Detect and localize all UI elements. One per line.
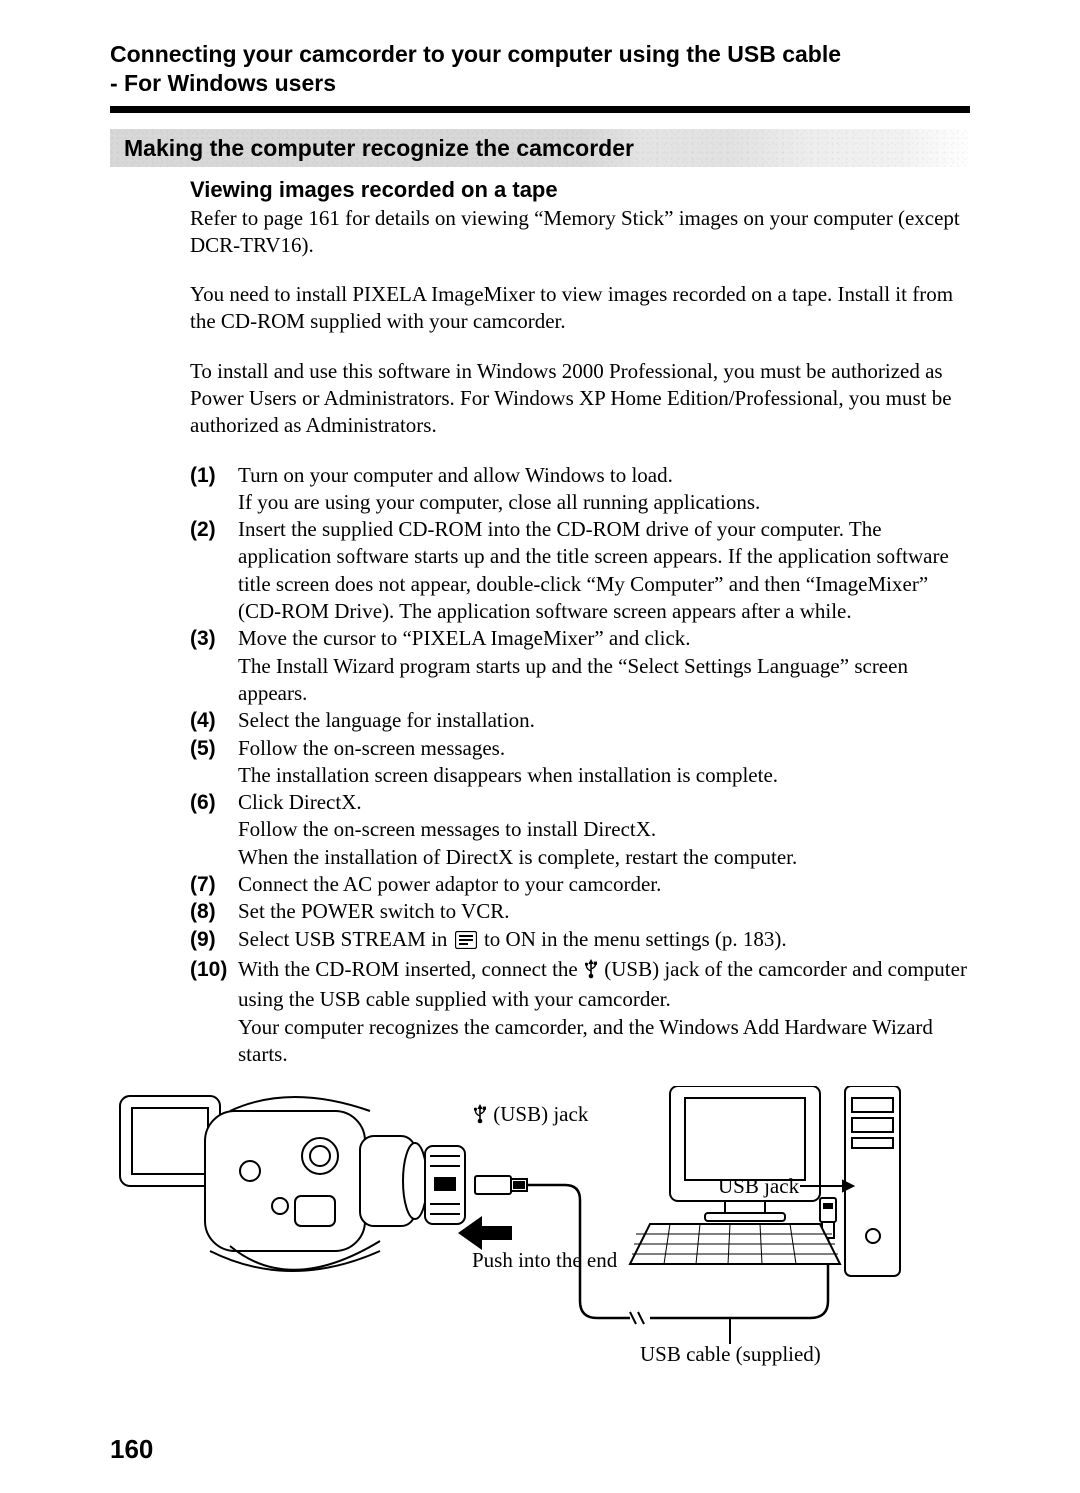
step-number: (4)	[190, 707, 238, 734]
manual-page: Connecting your camcorder to your comput…	[0, 0, 1080, 1493]
step-text: Move the cursor to “PIXELA ImageMixer” a…	[238, 625, 970, 707]
step-text: Select the language for installation.	[238, 707, 970, 734]
step-number: (8)	[190, 898, 238, 925]
label-usb-jack-pc: USB jack	[718, 1174, 799, 1199]
step-4: (4) Select the language for installation…	[190, 707, 970, 734]
step-text: Follow the on-screen messages.The instal…	[238, 735, 970, 790]
label-usb-jack-cam: (USB) jack	[472, 1102, 588, 1130]
step-5: (5) Follow the on-screen messages.The in…	[190, 735, 970, 790]
step-number: (9)	[190, 926, 238, 953]
page-number: 160	[110, 1434, 153, 1465]
connection-figure: (USB) jack Push into the end USB jack US…	[110, 1086, 970, 1366]
step-2: (2) Insert the supplied CD-ROM into the …	[190, 516, 970, 625]
step-6: (6) Click DirectX.Follow the on-screen m…	[190, 789, 970, 871]
step-list: (1) Turn on your computer and allow Wind…	[190, 462, 970, 1069]
step-number: (5)	[190, 735, 238, 762]
label-push-end: Push into the end	[472, 1248, 617, 1273]
push-arrow-icon	[458, 1216, 512, 1250]
section-body: Viewing images recorded on a tape Refer …	[190, 177, 970, 1069]
intro-paragraph-3: To install and use this software in Wind…	[190, 358, 970, 440]
step-text: Turn on your computer and allow Windows …	[238, 462, 970, 517]
step-3: (3) Move the cursor to “PIXELA ImageMixe…	[190, 625, 970, 707]
label-text: (USB) jack	[493, 1102, 588, 1126]
step-number: (6)	[190, 789, 238, 816]
step-text: Click DirectX.Follow the on-screen messa…	[238, 789, 970, 871]
title-line-2: - For Windows users	[110, 70, 336, 96]
title-line-1: Connecting your camcorder to your comput…	[110, 41, 841, 67]
step-text-post: to ON in the menu settings (p. 183).	[484, 927, 787, 951]
step-text: Connect the AC power adaptor to your cam…	[238, 871, 970, 898]
step-text: Set the POWER switch to VCR.	[238, 898, 970, 925]
usb-trident-icon	[585, 959, 597, 986]
step-10: (10) With the CD-ROM inserted, connect t…	[190, 956, 970, 1068]
usb-plug-camcorder-icon	[475, 1176, 527, 1194]
page-title: Connecting your camcorder to your comput…	[110, 40, 970, 98]
step-number: (2)	[190, 516, 238, 543]
intro-paragraph-1: Refer to page 161 for details on viewing…	[190, 205, 970, 260]
step-8: (8) Set the POWER switch to VCR.	[190, 898, 970, 925]
step-9: (9) Select USB STREAM in to ON in the me…	[190, 926, 970, 956]
setup-menu-icon	[455, 929, 477, 956]
sub-heading: Viewing images recorded on a tape	[190, 177, 970, 203]
step-text: Select USB STREAM in to ON in the menu s…	[238, 926, 970, 956]
section-banner: Making the computer recognize the camcor…	[110, 129, 970, 167]
step-number: (1)	[190, 462, 238, 489]
banner-label: Making the computer recognize the camcor…	[110, 129, 970, 167]
step-number: (3)	[190, 625, 238, 652]
label-cable: USB cable (supplied)	[640, 1342, 821, 1367]
step-7: (7) Connect the AC power adaptor to your…	[190, 871, 970, 898]
horizontal-rule	[110, 106, 970, 113]
intro-paragraph-2: You need to install PIXELA ImageMixer to…	[190, 281, 970, 336]
step-text: With the CD-ROM inserted, connect the	[238, 956, 970, 1068]
step-number: (10)	[190, 956, 238, 983]
step-text: Insert the supplied CD-ROM into the CD-R…	[238, 516, 970, 625]
step-number: (7)	[190, 871, 238, 898]
step-1: (1) Turn on your computer and allow Wind…	[190, 462, 970, 517]
usb-trident-icon	[474, 1104, 486, 1130]
camcorder-illustration	[120, 1096, 465, 1271]
step-text-pre: With the CD-ROM inserted, connect the	[238, 957, 583, 981]
step-text-pre: Select USB STREAM in	[238, 927, 453, 951]
